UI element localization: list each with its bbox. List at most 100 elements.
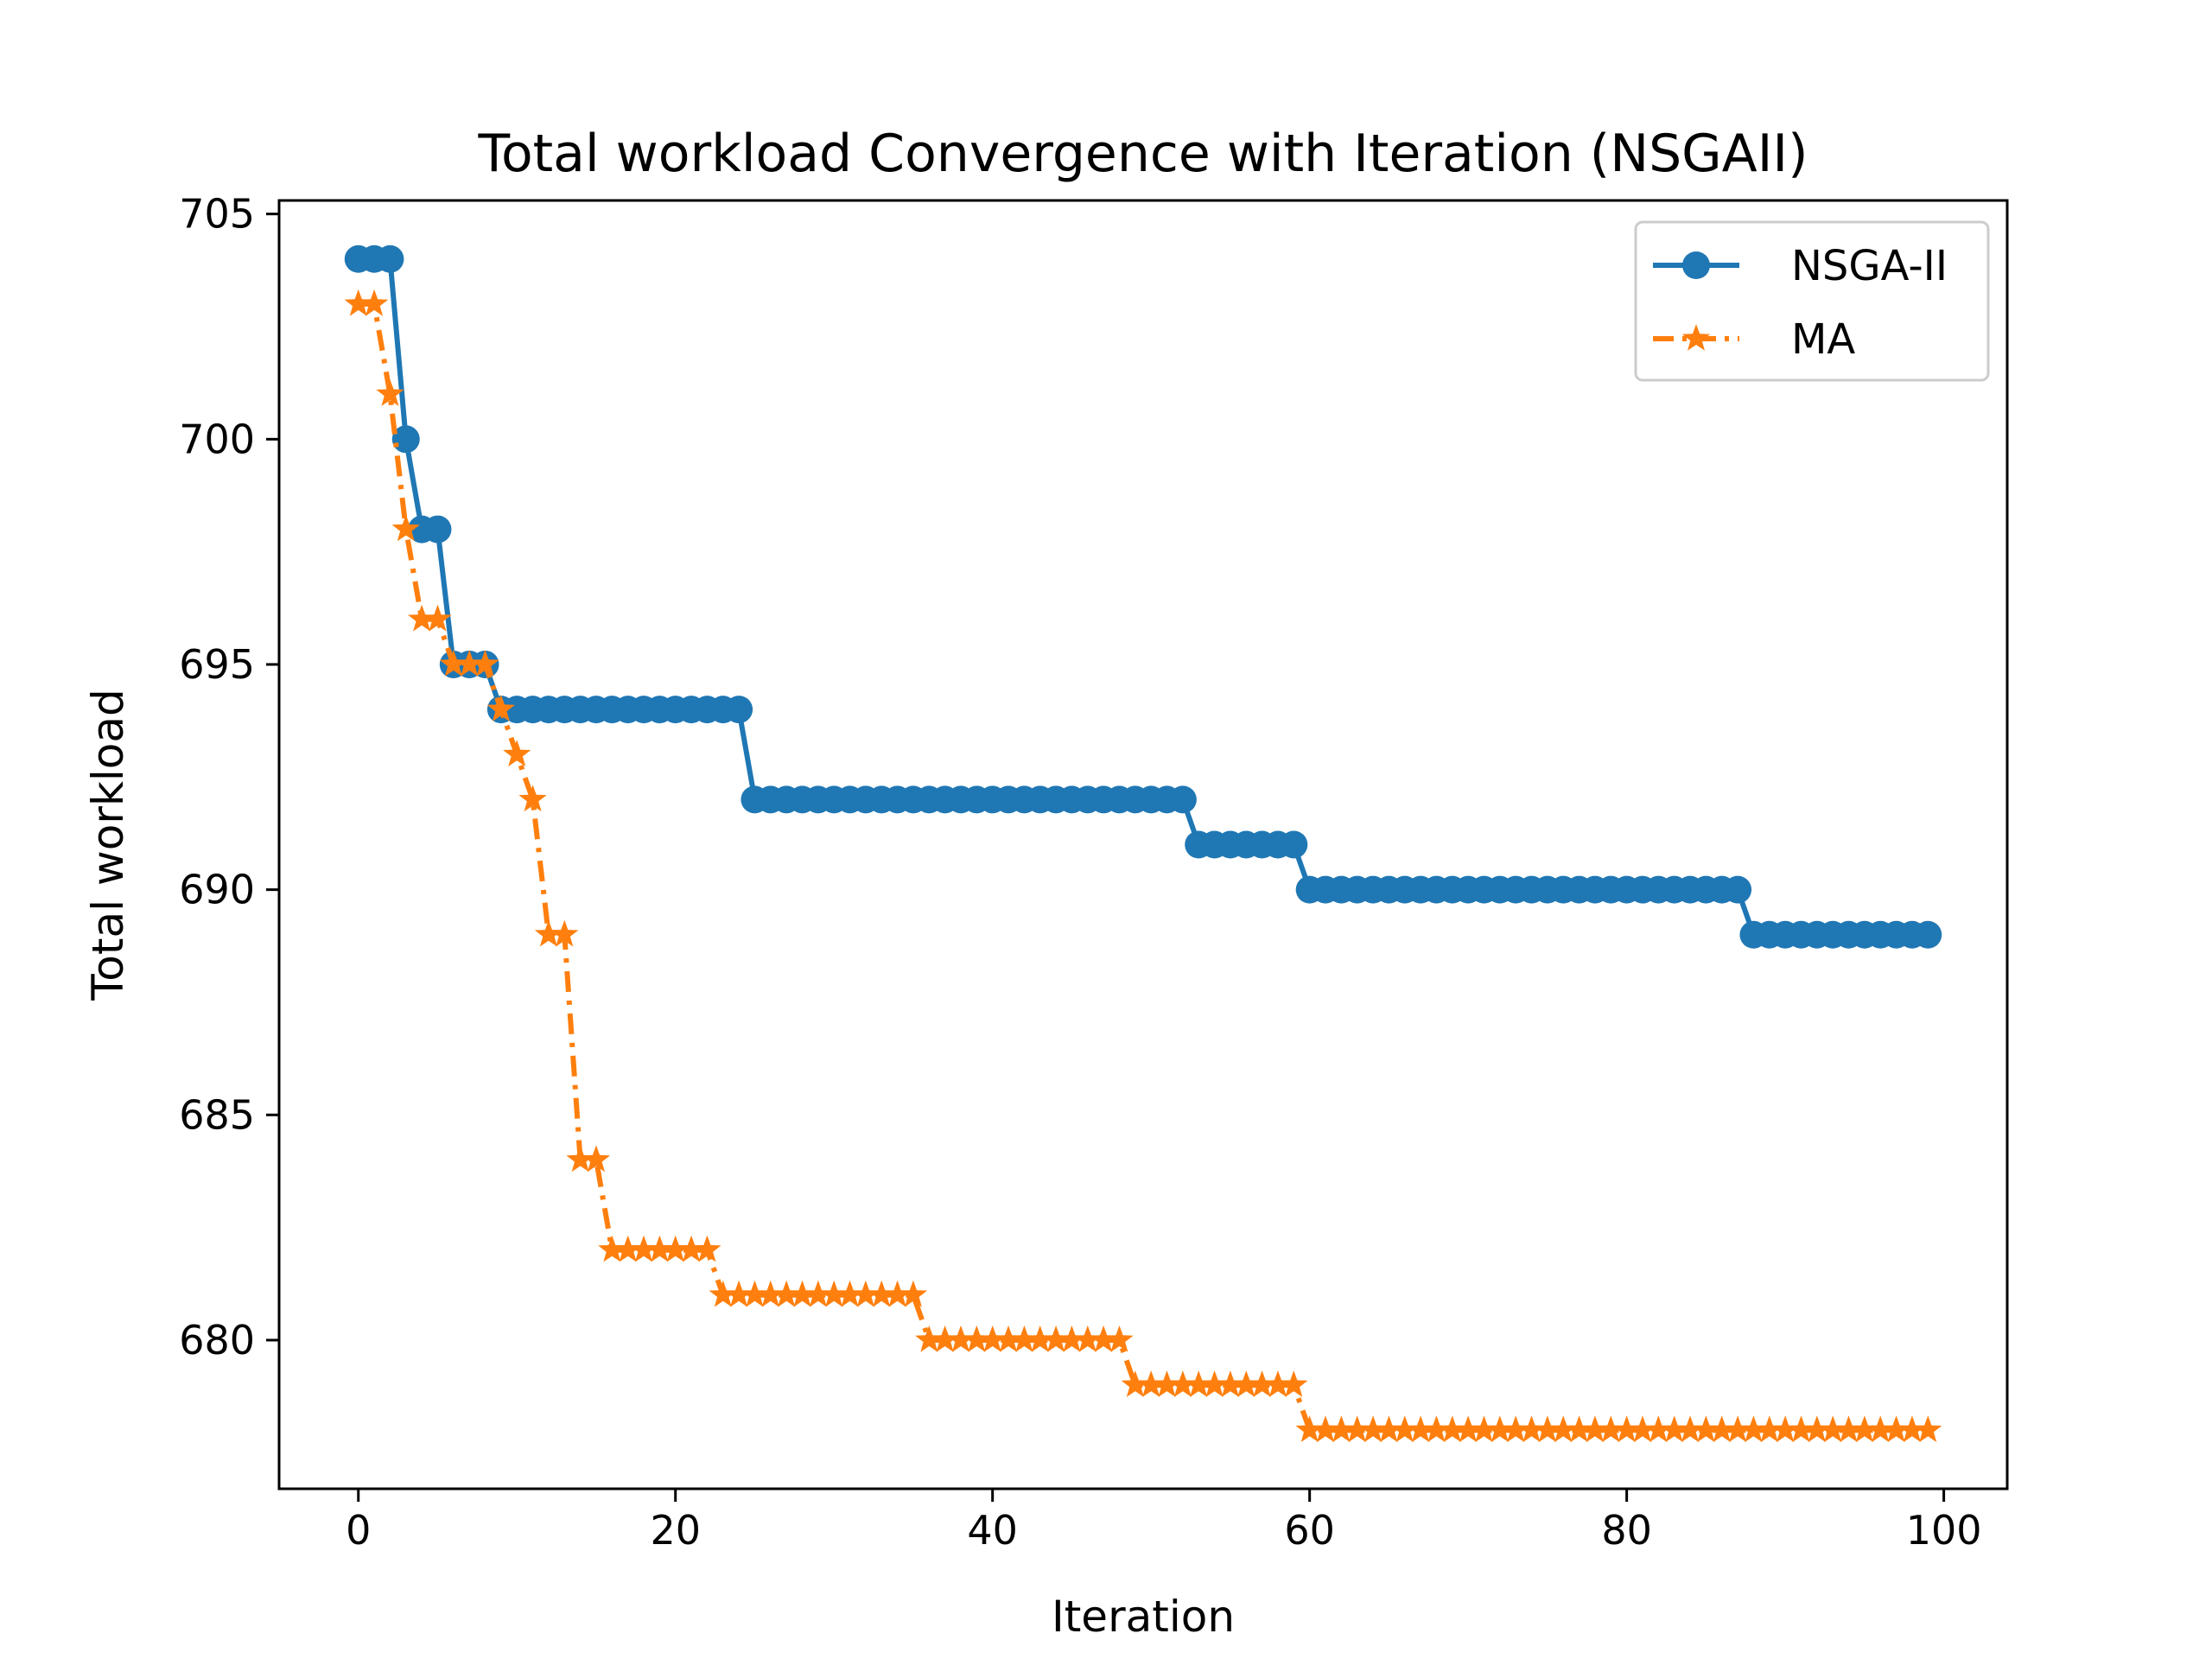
x-tick-label: 40 [967,1507,1018,1554]
x-tick-label: 20 [650,1507,701,1554]
data-point [486,695,515,721]
data-point [1533,1415,1562,1442]
data-point [408,604,436,632]
x-tick-label: 80 [1601,1507,1652,1554]
data-point [1168,785,1197,814]
data-point [915,1325,944,1352]
plot-area [344,245,1942,1442]
data-point [1153,1370,1181,1397]
data-point [741,1280,769,1307]
data-point [1280,830,1308,859]
x-tick-label: 100 [1906,1507,1982,1554]
axes-frame [277,199,2009,1491]
data-point [836,1280,864,1307]
series-line [358,301,1929,1433]
data-point [883,1280,912,1307]
data-point [1121,1370,1149,1397]
data-point [1739,1415,1768,1442]
data-point [550,919,579,947]
x-tick-label: 60 [1284,1507,1335,1554]
legend-label: NSGA-II [1791,242,1948,290]
data-point [1660,1415,1688,1442]
data-point [1565,1415,1593,1442]
data-point [1137,1370,1166,1397]
data-point [772,1280,801,1307]
data-point [931,1325,959,1352]
data-point [1375,1415,1403,1442]
data-point [661,1235,690,1262]
chart-title: Total workload Convergence with Iteratio… [477,124,1808,184]
data-point [566,1145,594,1173]
data-point [1343,1415,1371,1442]
data-point [423,515,452,543]
data-point [1295,1415,1324,1442]
data-point [439,650,467,677]
data-point [1185,1370,1213,1397]
data-point [1612,1415,1641,1442]
data-point [1882,1415,1910,1442]
data-point [1517,1415,1546,1442]
data-point [1597,1415,1625,1442]
legend: NSGA-II MA [1634,220,1990,382]
data-point [1327,1415,1356,1442]
data-point [1406,1415,1435,1442]
data-point [709,1280,737,1307]
data-point [1438,1415,1466,1442]
y-tick-label: 680 [179,1317,255,1363]
data-point [613,1235,642,1262]
data-point [629,1235,658,1262]
data-point [1058,1325,1086,1352]
y-tick-label: 700 [179,416,255,462]
data-point [645,1235,674,1262]
data-point [1675,1415,1705,1442]
data-point [344,289,372,316]
data-point [1724,875,1752,904]
data-point [1105,1325,1134,1352]
data-point [1248,1370,1276,1397]
data-point [1311,1415,1340,1442]
legend-marker [1682,251,1710,279]
data-point [376,379,404,406]
data-point [503,740,531,766]
data-point [1914,1415,1942,1442]
y-tick-label: 705 [179,191,255,238]
data-point [391,425,420,454]
data-point [1787,1415,1815,1442]
data-point [1502,1415,1530,1442]
data-point [598,1235,626,1262]
data-point [1216,1370,1245,1397]
data-point [534,919,563,947]
y-tick-label: 690 [179,867,255,913]
data-point [994,1325,1023,1352]
data-point [1549,1415,1578,1442]
data-point [851,1280,880,1307]
y-axis: 680 685 690 695 700 705 [179,191,279,1363]
data-point [1755,1415,1783,1442]
data-point [1470,1415,1498,1442]
data-point [1628,1415,1657,1442]
data-point [1026,1325,1054,1352]
data-point [1090,1325,1118,1352]
data-point [1692,1415,1720,1442]
data-point [804,1280,832,1307]
data-point [1834,1415,1863,1442]
data-point [1644,1415,1673,1442]
data-point [1485,1415,1514,1442]
data-point [376,245,404,273]
x-axis-label: Iteration [1052,1592,1235,1642]
data-point [1390,1415,1419,1442]
data-point [1263,1370,1293,1397]
data-point [1454,1415,1483,1442]
data-point [820,1280,849,1307]
data-point [978,1325,1007,1352]
data-point [724,1280,753,1307]
x-tick-label: 0 [346,1507,371,1554]
data-point [1168,1370,1197,1397]
data-point [1802,1415,1831,1442]
data-point [359,289,389,316]
data-point [1771,1415,1800,1442]
data-point [963,1325,991,1352]
legend-box [1634,220,1990,382]
data-point [725,696,753,724]
y-tick-label: 685 [179,1091,255,1138]
